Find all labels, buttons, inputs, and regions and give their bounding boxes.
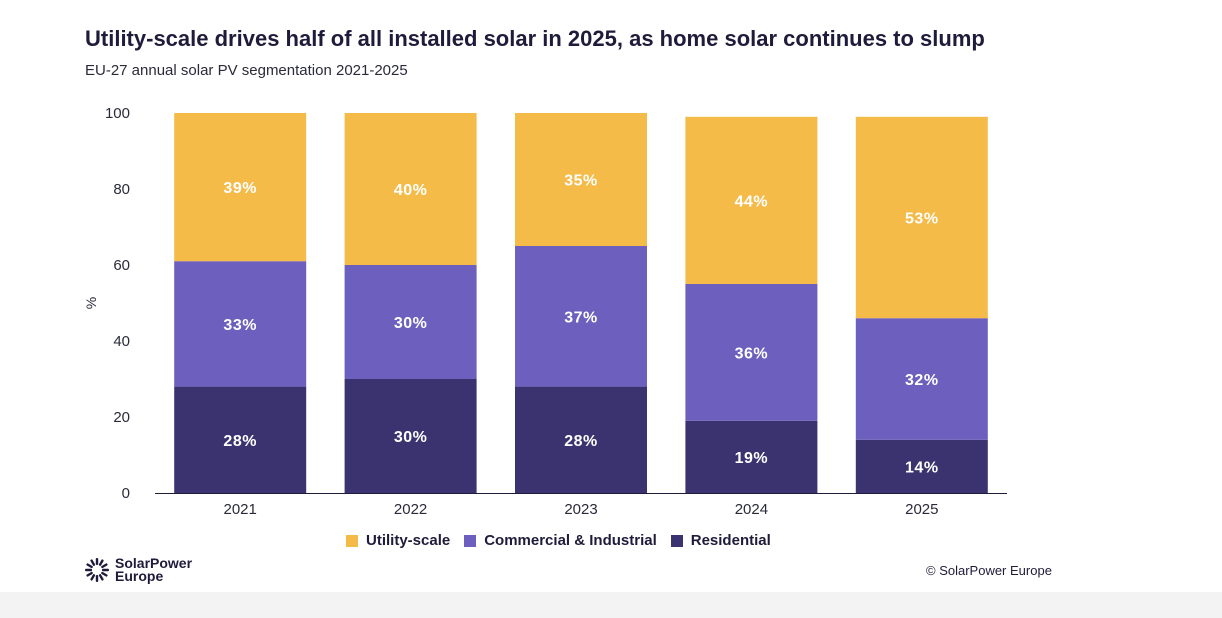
bar-commercial-and-industrial-2021 [174, 261, 307, 387]
bar-commercial-and-industrial-2025 [855, 318, 988, 440]
bar-utility-scale-2024 [685, 116, 818, 284]
x-tick-label-2024: 2024 [735, 501, 768, 518]
data-label-commercial-and-industrial-2024: 36% [735, 345, 769, 362]
y-axis: 0 20 40 60 80 100 [105, 105, 130, 502]
data-label-utility-scale-2024: 44% [735, 193, 769, 210]
legend: Utility-scale Commercial & Industrial Re… [346, 532, 785, 549]
x-axis: 2021 2022 2023 2024 2025 [155, 493, 1007, 518]
chart-subtitle: EU-27 annual solar PV segmentation 2021-… [85, 62, 408, 79]
x-tick-label-2023: 2023 [564, 501, 597, 518]
data-label-utility-scale-2023: 35% [564, 173, 598, 190]
bar-commercial-and-industrial-2023 [515, 246, 647, 387]
data-label-commercial-and-industrial-2022: 30% [394, 315, 428, 332]
copyright-notice: © SolarPower Europe [926, 563, 1052, 578]
y-tick-label: 0 [122, 485, 130, 502]
bar-utility-scale-2025 [855, 116, 988, 319]
logo-line-1: SolarPower [115, 555, 193, 571]
data-label-utility-scale-2025: 53% [905, 211, 939, 228]
legend-item-residential: Residential [670, 532, 771, 549]
bars-group [174, 113, 988, 493]
data-label-residential-2024: 19% [735, 450, 769, 467]
y-tick-label: 100 [105, 105, 130, 122]
bar-utility-scale-2023 [515, 113, 647, 246]
x-tick-label-2021: 2021 [224, 501, 257, 518]
sun-burst-icon [85, 558, 109, 582]
solarpower-europe-logo: SolarPower Europe [85, 555, 193, 584]
y-tick-label: 20 [113, 409, 130, 426]
chart-title: Utility-scale drives half of all install… [85, 26, 985, 51]
stacked-bar-chart: 0 20 40 60 80 100 28% 33% 39% 30% 30% 40% 28% 37% 35%… [83, 105, 1007, 518]
legend-item-commercial-industrial: Commercial & Industrial [464, 532, 657, 549]
y-tick-label: 60 [113, 257, 130, 274]
data-label-utility-scale-2022: 40% [394, 182, 428, 199]
x-tick-label-2022: 2022 [394, 501, 427, 518]
bar-commercial-and-industrial-2022 [344, 265, 477, 379]
bar-residential-2023 [515, 386, 647, 493]
bar-residential-2024 [685, 420, 818, 493]
data-label-commercial-and-industrial-2021: 33% [223, 317, 257, 334]
legend-swatch-residential [670, 534, 683, 547]
x-tick-label-2025: 2025 [905, 501, 938, 518]
y-tick-label: 80 [113, 181, 130, 198]
y-tick-label: 40 [113, 333, 130, 350]
bar-residential-2022 [344, 379, 477, 493]
data-label-residential-2025: 14% [905, 459, 939, 476]
y-axis-label: % [83, 297, 99, 309]
data-label-residential-2021: 28% [223, 433, 257, 450]
legend-label-commercial-industrial: Commercial & Industrial [484, 532, 657, 549]
data-label-utility-scale-2021: 39% [223, 180, 257, 197]
bottom-strip [0, 592, 1222, 618]
data-label-commercial-and-industrial-2023: 37% [564, 309, 598, 326]
legend-item-utility-scale: Utility-scale [346, 532, 450, 549]
legend-label-utility-scale: Utility-scale [366, 532, 451, 549]
bar-labels-group: 28% 33% 39% 30% 30% 40% 28% 37% 35% 19% 36% 44% 14% 3… [223, 173, 938, 477]
logo-wordmark: SolarPower Europe [115, 555, 193, 584]
bar-residential-2021 [174, 386, 307, 493]
bar-utility-scale-2021 [174, 113, 307, 262]
logo-line-2: Europe [115, 568, 164, 584]
data-label-residential-2022: 30% [394, 429, 428, 446]
legend-label-residential: Residential [690, 532, 771, 549]
data-label-commercial-and-industrial-2025: 32% [905, 372, 939, 389]
legend-swatch-commercial-industrial [464, 534, 477, 547]
legend-swatch-utility-scale [346, 534, 358, 547]
data-label-residential-2023: 28% [564, 433, 598, 450]
bar-residential-2025 [855, 439, 988, 493]
bar-commercial-and-industrial-2024 [685, 284, 818, 421]
bar-utility-scale-2022 [344, 113, 477, 265]
